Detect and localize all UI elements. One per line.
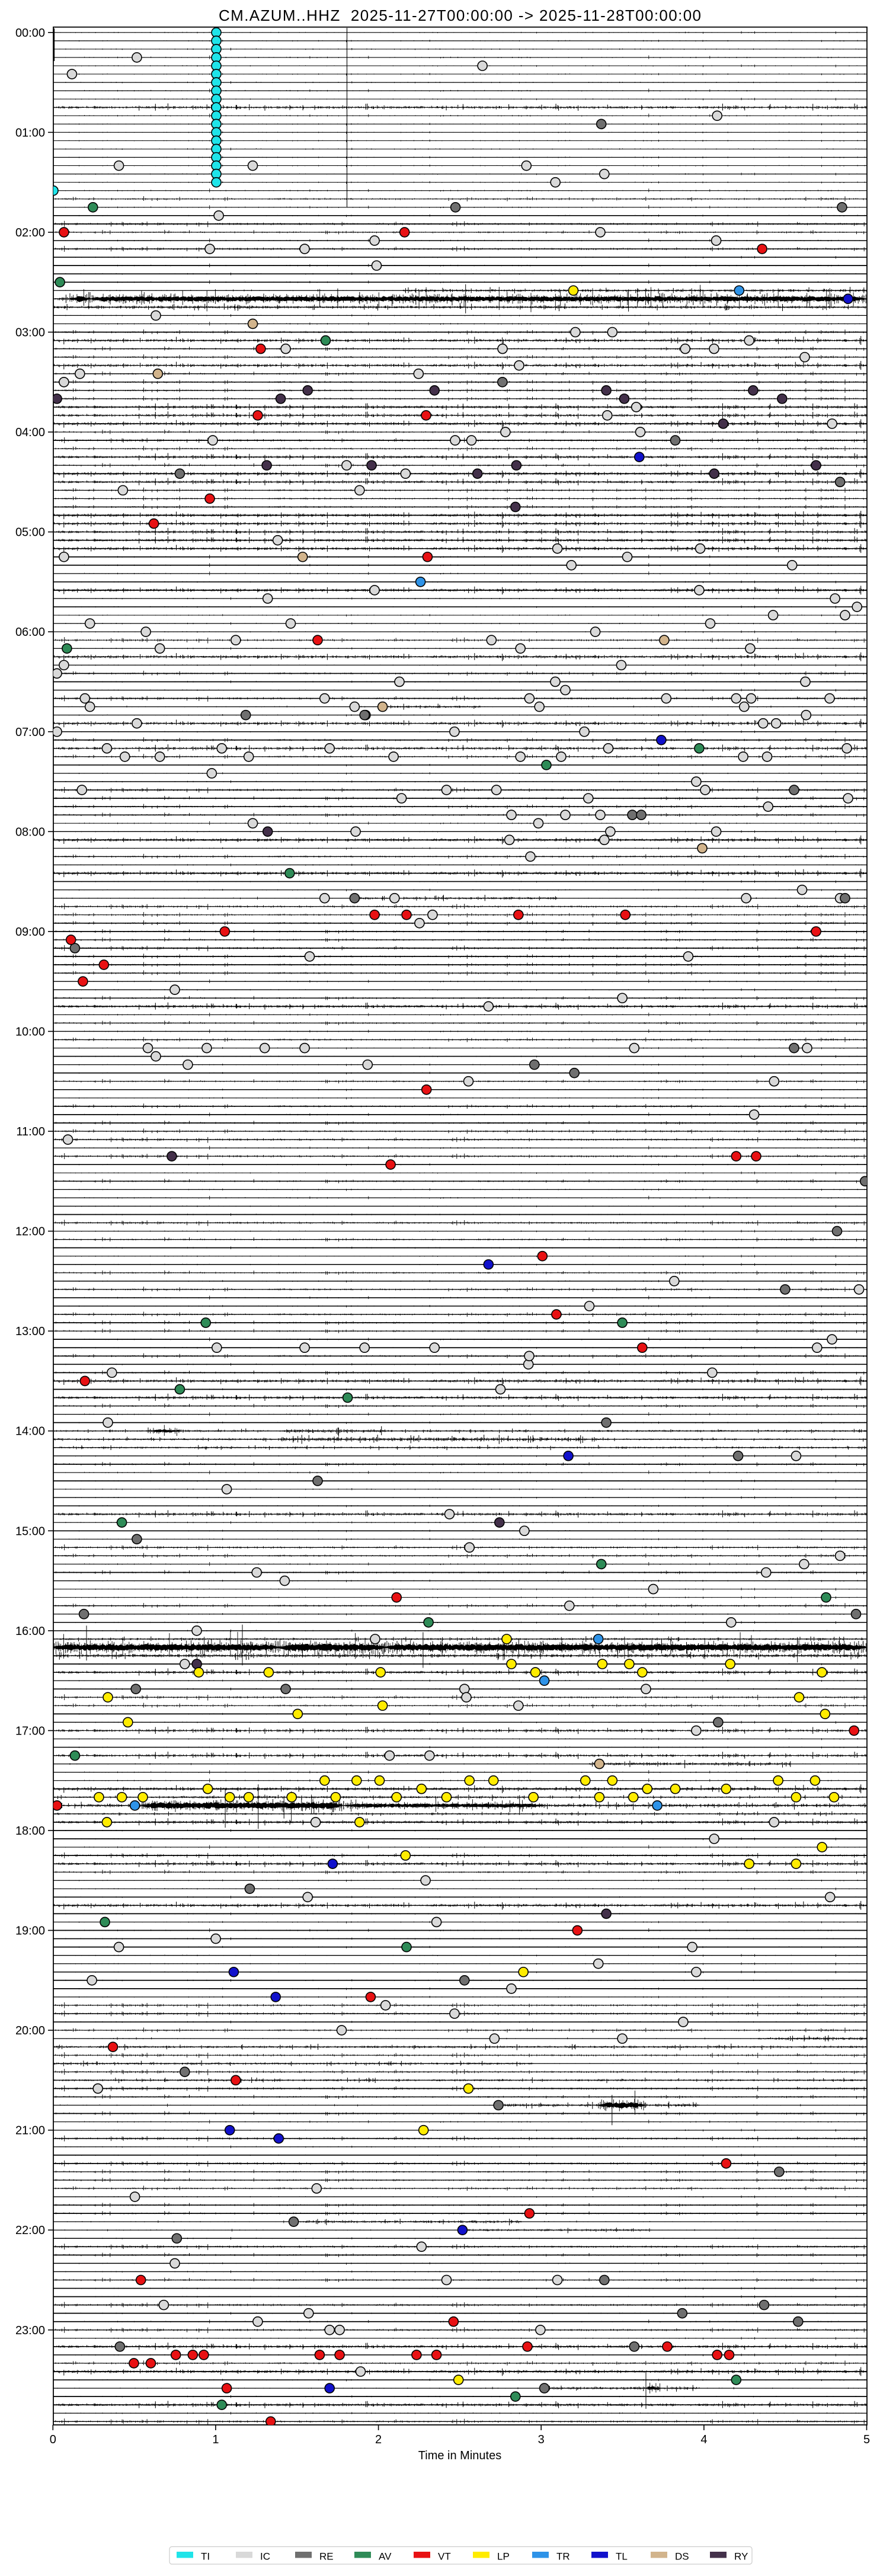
svg-text:AV: AV [379, 2551, 392, 2562]
svg-text:09:00: 09:00 [15, 926, 45, 939]
svg-text:22:00: 22:00 [15, 2224, 45, 2237]
svg-text:3: 3 [538, 2433, 545, 2446]
svg-text:17:00: 17:00 [15, 1724, 45, 1737]
svg-text:13:00: 13:00 [15, 1325, 45, 1338]
svg-text:14:00: 14:00 [15, 1425, 45, 1438]
svg-text:4: 4 [700, 2433, 707, 2446]
svg-text:19:00: 19:00 [15, 1925, 45, 1938]
svg-text:TI: TI [201, 2551, 210, 2562]
svg-text:IC: IC [260, 2551, 270, 2562]
svg-text:1: 1 [212, 2433, 219, 2446]
svg-text:06:00: 06:00 [15, 626, 45, 639]
svg-text:05:00: 05:00 [15, 526, 45, 539]
svg-text:0: 0 [50, 2433, 56, 2446]
svg-text:10:00: 10:00 [15, 1025, 45, 1038]
svg-text:TR: TR [556, 2551, 570, 2562]
svg-text:02:00: 02:00 [15, 226, 45, 239]
svg-text:2: 2 [375, 2433, 382, 2446]
svg-text:5: 5 [863, 2433, 870, 2446]
svg-text:CM.AZUM..HHZ 2025-11-27T00:00: CM.AZUM..HHZ 2025-11-27T00:00:00 -> 2025… [219, 7, 701, 24]
svg-text:DS: DS [675, 2551, 689, 2562]
svg-text:18:00: 18:00 [15, 1825, 45, 1838]
svg-text:03:00: 03:00 [15, 326, 45, 339]
svg-text:RE: RE [319, 2551, 334, 2562]
svg-text:RY: RY [734, 2551, 748, 2562]
svg-text:23:00: 23:00 [15, 2324, 45, 2337]
svg-text:07:00: 07:00 [15, 726, 45, 739]
svg-text:01:00: 01:00 [15, 126, 45, 139]
svg-text:LP: LP [497, 2551, 510, 2562]
svg-text:16:00: 16:00 [15, 1625, 45, 1638]
svg-text:00:00: 00:00 [15, 27, 45, 40]
svg-text:20:00: 20:00 [15, 2024, 45, 2037]
svg-text:VT: VT [438, 2551, 451, 2562]
svg-text:12:00: 12:00 [15, 1225, 45, 1239]
svg-text:04:00: 04:00 [15, 426, 45, 439]
svg-text:08:00: 08:00 [15, 825, 45, 839]
svg-text:Time in Minutes: Time in Minutes [418, 2449, 501, 2462]
svg-text:15:00: 15:00 [15, 1525, 45, 1538]
svg-text:TL: TL [616, 2551, 628, 2562]
svg-text:21:00: 21:00 [15, 2124, 45, 2137]
svg-text:11:00: 11:00 [16, 1125, 45, 1138]
